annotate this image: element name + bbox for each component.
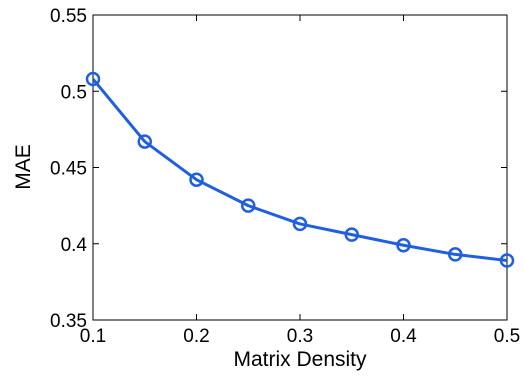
data-point xyxy=(137,134,152,149)
x-axis-title: Matrix Density xyxy=(233,348,367,371)
y-tick-label: 0.5 xyxy=(61,82,87,103)
y-tick-label: 0.45 xyxy=(50,159,87,180)
series-line xyxy=(91,78,508,263)
plot-area xyxy=(92,14,508,321)
data-point xyxy=(85,71,101,87)
data-point xyxy=(448,247,463,262)
data-point xyxy=(292,216,308,232)
y-tick-label: 0.55 xyxy=(50,6,87,27)
data-point xyxy=(189,172,204,187)
y-tick-label: 0.4 xyxy=(61,235,88,256)
x-tick-label: 0.4 xyxy=(390,326,417,347)
data-point xyxy=(241,198,256,213)
axis-ticks: 0.1 0.2 0.3 0.4 0.5 0.35 0.4 0.45 0.5 0.55 xyxy=(50,6,520,347)
x-tick-label: 0.1 xyxy=(80,326,106,347)
x-tick-label: 0.2 xyxy=(183,326,209,347)
x-tick-label: 0.3 xyxy=(287,326,313,347)
x-tick-label: 0.5 xyxy=(494,326,520,347)
data-point xyxy=(344,227,359,242)
series-layer xyxy=(85,71,515,268)
data-point xyxy=(396,238,411,253)
y-tick-label: 0.35 xyxy=(50,311,87,332)
y-axis-title: MAE xyxy=(12,144,35,190)
data-point xyxy=(499,253,515,268)
